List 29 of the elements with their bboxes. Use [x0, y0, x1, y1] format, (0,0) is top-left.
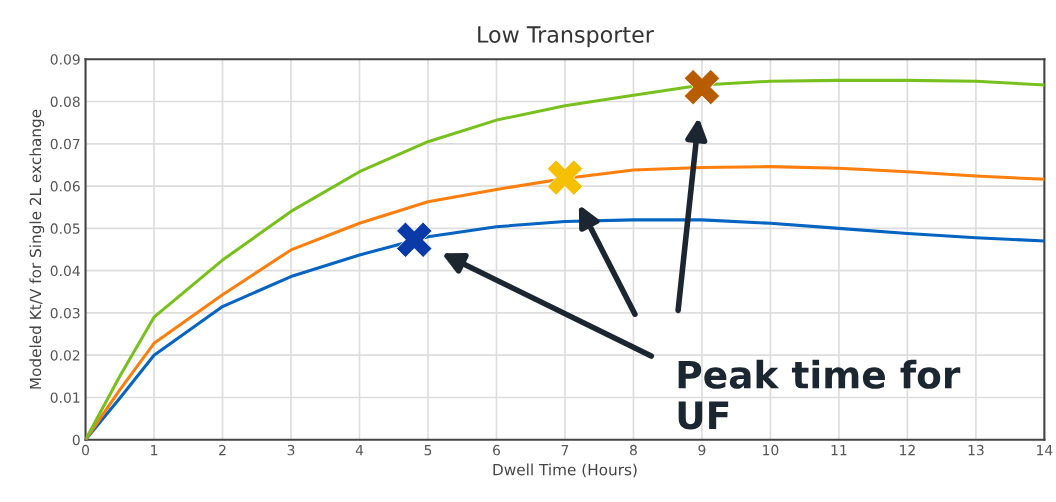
x-tick-label: 0 — [82, 444, 90, 456]
y-tick-label: 0 — [72, 434, 80, 446]
annotation: Peak time for UF — [678, 359, 961, 430]
y-tick-label: 0.04 — [50, 265, 80, 277]
x-tick-label: 14 — [1037, 445, 1053, 456]
x-tick-label: 5 — [424, 445, 432, 456]
x-tick-label: 7 — [561, 445, 569, 456]
x-tick-label: 2 — [219, 444, 226, 456]
y-axis-title: Modeled Kt/V for Single 2L exchange — [29, 109, 45, 389]
x-tick-label: 3 — [287, 444, 295, 456]
x-tick-label: 6 — [493, 444, 501, 456]
x-tick-label: 8 — [629, 444, 637, 456]
y-tick-label: 0.08 — [50, 96, 80, 107]
y-tick-label: 0.05 — [50, 223, 80, 234]
y-tick-label: 0.02 — [50, 350, 80, 361]
x-axis-title: Dwell Time (Hours) — [493, 463, 637, 478]
x-tick-label: 13 — [968, 444, 984, 456]
x-tick-label: 10 — [763, 444, 779, 456]
y-tick-label: 0.01 — [50, 392, 80, 403]
chart-title: Low Transporter — [478, 26, 654, 48]
x-tick-label: 1 — [151, 445, 158, 456]
y-tick-label: 0.06 — [50, 181, 80, 192]
y-tick-label: 0.07 — [50, 138, 80, 150]
x-tick-label: 4 — [355, 445, 364, 456]
x-tick-label: 9 — [698, 444, 706, 456]
y-tick-label: 0.09 — [50, 54, 80, 65]
y-tick-label: 0.03 — [50, 307, 80, 319]
x-tick-label: 11 — [831, 445, 847, 456]
x-tick-label: 12 — [900, 444, 915, 456]
